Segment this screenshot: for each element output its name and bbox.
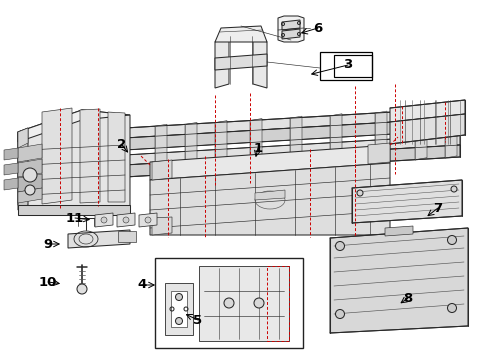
Polygon shape <box>368 143 390 164</box>
Polygon shape <box>117 213 135 227</box>
Polygon shape <box>385 226 413 236</box>
Polygon shape <box>18 174 42 192</box>
Polygon shape <box>185 122 197 174</box>
Text: 6: 6 <box>314 22 322 35</box>
Polygon shape <box>282 29 300 39</box>
Text: 10: 10 <box>39 275 57 288</box>
Polygon shape <box>125 145 460 177</box>
Polygon shape <box>125 135 460 165</box>
Circle shape <box>101 217 107 223</box>
Polygon shape <box>125 118 460 150</box>
Polygon shape <box>330 114 342 165</box>
Text: 9: 9 <box>44 238 52 251</box>
Circle shape <box>123 217 129 223</box>
Polygon shape <box>282 20 300 30</box>
Bar <box>320 52 372 80</box>
Polygon shape <box>171 291 187 327</box>
Polygon shape <box>152 160 172 180</box>
Polygon shape <box>215 26 267 42</box>
Polygon shape <box>4 163 18 175</box>
Circle shape <box>145 217 151 223</box>
Polygon shape <box>278 16 304 42</box>
Text: 5: 5 <box>194 314 202 327</box>
Polygon shape <box>250 118 262 170</box>
Bar <box>155 258 303 348</box>
Circle shape <box>224 298 234 308</box>
Polygon shape <box>18 188 42 203</box>
Polygon shape <box>150 163 390 235</box>
Text: 3: 3 <box>343 58 353 72</box>
Circle shape <box>23 168 37 182</box>
Polygon shape <box>330 228 468 333</box>
Polygon shape <box>18 110 130 142</box>
Circle shape <box>447 303 457 312</box>
Polygon shape <box>125 108 460 138</box>
Polygon shape <box>68 230 130 248</box>
Polygon shape <box>42 108 72 204</box>
Polygon shape <box>18 159 42 177</box>
Polygon shape <box>18 128 28 148</box>
Circle shape <box>175 293 182 301</box>
Polygon shape <box>165 283 193 335</box>
Polygon shape <box>255 190 285 200</box>
Polygon shape <box>139 213 157 227</box>
Polygon shape <box>390 100 465 122</box>
Polygon shape <box>375 111 387 162</box>
Polygon shape <box>18 144 42 162</box>
Circle shape <box>254 298 264 308</box>
Circle shape <box>451 186 457 192</box>
Bar <box>334 55 372 77</box>
Polygon shape <box>18 205 130 215</box>
Polygon shape <box>390 114 465 144</box>
Polygon shape <box>290 116 302 167</box>
Text: 4: 4 <box>137 279 147 292</box>
Polygon shape <box>152 217 172 235</box>
Text: 8: 8 <box>403 292 413 305</box>
Circle shape <box>336 310 344 319</box>
Circle shape <box>447 235 457 244</box>
Circle shape <box>175 318 182 324</box>
Circle shape <box>77 284 87 294</box>
Polygon shape <box>155 124 167 175</box>
Text: 11: 11 <box>66 211 84 225</box>
Polygon shape <box>415 109 427 160</box>
Polygon shape <box>352 180 462 223</box>
Polygon shape <box>4 178 18 190</box>
Polygon shape <box>80 109 100 203</box>
Circle shape <box>25 185 35 195</box>
Text: 2: 2 <box>118 139 126 152</box>
Polygon shape <box>199 266 289 341</box>
Text: 7: 7 <box>434 202 442 215</box>
Circle shape <box>336 242 344 251</box>
Polygon shape <box>118 231 136 242</box>
Polygon shape <box>4 148 18 160</box>
Polygon shape <box>215 121 227 172</box>
Polygon shape <box>18 110 130 215</box>
Text: 1: 1 <box>253 141 263 154</box>
Circle shape <box>357 190 363 196</box>
Polygon shape <box>445 107 457 158</box>
Polygon shape <box>95 213 113 227</box>
Polygon shape <box>253 36 267 88</box>
Polygon shape <box>108 112 125 202</box>
Polygon shape <box>215 36 229 88</box>
Polygon shape <box>215 54 267 70</box>
Polygon shape <box>18 128 28 210</box>
Polygon shape <box>150 145 390 180</box>
